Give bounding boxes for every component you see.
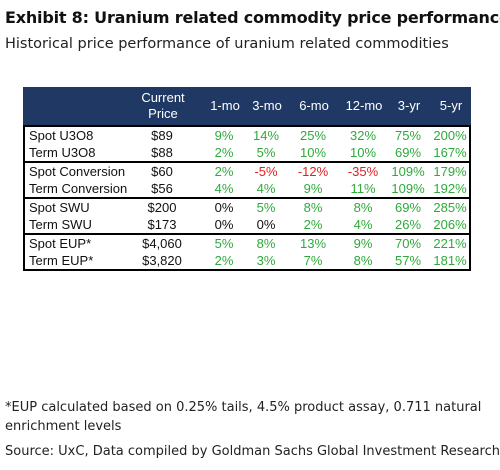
price-cell: $4,060 (142, 236, 182, 251)
change-cell-y3: 109% (391, 181, 425, 196)
price-cell: $56 (151, 181, 173, 196)
change-cell-m6: 7% (303, 253, 323, 268)
exhibit-title: Exhibit 8: Uranium related commodity pri… (5, 8, 500, 27)
change-cell-m12: 4% (353, 217, 373, 232)
change-cell-m3: 14% (252, 128, 280, 143)
price-cell: $88 (151, 145, 173, 160)
header-3mo: 3-mo (252, 98, 282, 113)
change-cell-m6: 2% (303, 217, 323, 232)
change-cell-m1: 0% (214, 200, 234, 215)
change-cell-m12: 11% (350, 181, 376, 196)
change-cell-y3: 26% (394, 217, 422, 232)
table-row: Term U3O8 $88 2% 5% 10% 10% 69% 167% (25, 144, 469, 161)
table-body: Spot U3O8 $89 9% 14% 25% 32% 75% 200% Term U3O8 $… (23, 125, 471, 271)
row-group: Spot Conversion $60 2% -5% -12% -35% 109% 179% T… (23, 163, 471, 199)
row-label: Term SWU (29, 217, 92, 232)
price-cell: $200 (147, 200, 177, 215)
change-cell-m1: 2% (214, 145, 234, 160)
price-cell: $89 (151, 128, 173, 143)
table-row: Term SWU $173 0% 0% 2% 4% 26% 206% (25, 216, 469, 233)
change-cell-y5: 167% (433, 145, 467, 160)
change-cell-m6: 25% (299, 128, 327, 143)
table-row: Spot EUP* $4,060 5% 8% 13% 9% 70% 221% (25, 235, 469, 252)
table-row: Spot U3O8 $89 9% 14% 25% 32% 75% 200% (25, 127, 469, 144)
row-label: Term Conversion (29, 181, 128, 196)
row-label: Spot U3O8 (29, 128, 94, 143)
change-cell-m12: 8% (353, 200, 373, 215)
header-price-line1: Current (141, 90, 185, 105)
change-cell-m6: 9% (303, 181, 323, 196)
row-label: Spot EUP* (29, 236, 92, 251)
change-cell-y3: 109% (391, 164, 425, 179)
change-cell-m12: -35% (347, 164, 379, 179)
source-note: Source: UxC, Data compiled by Goldman Sa… (5, 444, 500, 459)
header-1mo: 1-mo (210, 98, 240, 113)
row-group: Spot U3O8 $89 9% 14% 25% 32% 75% 200% Term U3O8 $… (23, 125, 471, 163)
change-cell-m12: 10% (349, 145, 377, 160)
change-cell-y3: 69% (394, 145, 422, 160)
header-12mo: 12-mo (345, 98, 383, 113)
price-cell: $3,820 (142, 253, 182, 268)
change-cell-y5: 221% (433, 236, 467, 251)
change-cell-m3: 3% (256, 253, 276, 268)
table-row: Term EUP* $3,820 2% 3% 7% 8% 57% 181% (25, 252, 469, 269)
change-cell-m6: -12% (297, 164, 329, 179)
change-cell-m1: 2% (214, 253, 234, 268)
change-cell-m1: 4% (214, 181, 234, 196)
exhibit-subtitle: Historical price performance of uranium … (5, 36, 449, 52)
table-row: Spot Conversion $60 2% -5% -12% -35% 109% 179% (25, 163, 469, 180)
price-performance-table: Current Price 1-mo 3-mo 6-mo 12-mo 3-yr 5… (23, 87, 471, 271)
change-cell-m12: 32% (349, 128, 377, 143)
change-cell-m3: 4% (256, 181, 276, 196)
change-cell-m3: -5% (254, 164, 278, 179)
change-cell-m6: 13% (299, 236, 327, 251)
change-cell-y5: 192% (433, 181, 467, 196)
price-cell: $60 (151, 164, 173, 179)
change-cell-m6: 8% (303, 200, 323, 215)
change-cell-y3: 69% (394, 200, 422, 215)
change-cell-m3: 5% (256, 145, 276, 160)
change-cell-m1: 0% (214, 217, 234, 232)
row-label: Term EUP* (29, 253, 94, 268)
table-header: Current Price 1-mo 3-mo 6-mo 12-mo 3-yr 5… (23, 87, 471, 125)
change-cell-y3: 75% (394, 128, 422, 143)
footnote: *EUP calculated based on 0.25% tails, 4.… (5, 400, 482, 434)
change-cell-m3: 0% (256, 217, 276, 232)
change-cell-m12: 9% (353, 236, 373, 251)
change-cell-y5: 285% (433, 200, 467, 215)
header-5yr: 5-yr (439, 98, 463, 113)
change-cell-y5: 200% (433, 128, 467, 143)
row-label: Spot Conversion (29, 164, 126, 179)
change-cell-y3: 70% (394, 236, 422, 251)
header-current-price: Current Price (126, 88, 200, 124)
change-cell-y5: 179% (433, 164, 467, 179)
change-cell-m1: 2% (214, 164, 234, 179)
change-cell-y3: 57% (394, 253, 422, 268)
change-cell-m12: 8% (353, 253, 373, 268)
row-group: Spot EUP* $4,060 5% 8% 13% 9% 70% 221% Term EUP*… (23, 235, 471, 271)
row-label: Term U3O8 (29, 145, 96, 160)
change-cell-m3: 5% (256, 200, 276, 215)
change-cell-y5: 181% (433, 253, 467, 268)
change-cell-m1: 5% (214, 236, 234, 251)
change-cell-m1: 9% (214, 128, 234, 143)
price-cell: $173 (147, 217, 177, 232)
row-group: Spot SWU $200 0% 5% 8% 8% 69% 285% Term SWU $173 0… (23, 199, 471, 235)
change-cell-m6: 10% (299, 145, 327, 160)
header-3yr: 3-yr (397, 98, 421, 113)
change-cell-y5: 206% (433, 217, 467, 232)
table-row: Spot SWU $200 0% 5% 8% 8% 69% 285% (25, 199, 469, 216)
header-price-line2: Price (148, 106, 178, 121)
table-row: Term Conversion $56 4% 4% 9% 11% 109% 192% (25, 180, 469, 197)
header-6mo: 6-mo (299, 98, 329, 113)
row-label: Spot SWU (29, 200, 90, 215)
change-cell-m3: 8% (256, 236, 276, 251)
